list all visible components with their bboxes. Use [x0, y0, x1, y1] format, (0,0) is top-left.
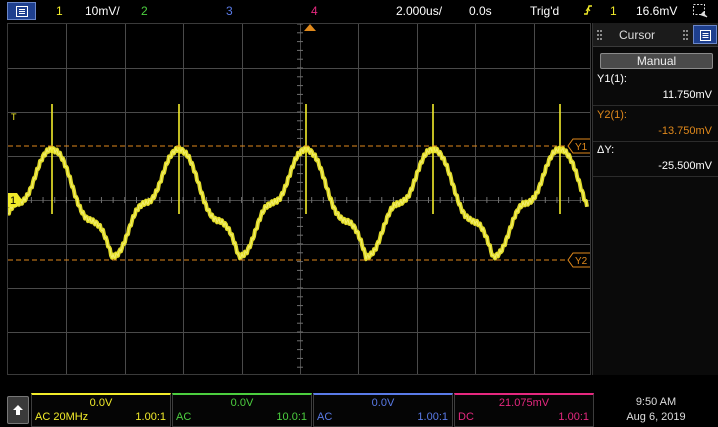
- trigger-source[interactable]: 1: [610, 4, 617, 18]
- timebase-scale[interactable]: 2.000us/: [396, 4, 443, 18]
- ch2-coupling: AC: [176, 411, 192, 423]
- arrow-up-icon: [13, 405, 23, 415]
- delta-y-value: -25.500mV: [658, 160, 712, 172]
- ch4-offset: 21.075mV: [498, 397, 550, 409]
- ch1-scale[interactable]: 10mV/: [85, 4, 120, 18]
- waveform-graticule: 1 T Y1 Y2: [8, 24, 591, 374]
- menu-icon: [16, 6, 28, 17]
- ch4-indicator[interactable]: 4: [311, 4, 318, 18]
- clock-date: Aug 6, 2019: [626, 411, 686, 423]
- cursor-panel-menu-button[interactable]: [693, 25, 717, 44]
- cursor-panel: Cursor Manual Y1(1): 11.750mV Y2(1): -13…: [592, 23, 718, 375]
- cursor-y1-label: Y1: [575, 142, 588, 153]
- drag-grip-icon[interactable]: [597, 30, 603, 40]
- cursor-y2-tag[interactable]: [567, 252, 591, 268]
- rising-edge-icon[interactable]: [583, 3, 593, 20]
- ch2-probe: 10.0:1: [276, 411, 307, 423]
- ch2-offset: 0.0V: [230, 397, 254, 409]
- trigger-level-marker[interactable]: T: [11, 112, 17, 122]
- menu-icon: [700, 30, 711, 41]
- ch1-coupling: AC 20MHz: [35, 411, 89, 423]
- ch3-coupling: AC: [317, 411, 333, 423]
- ch1-ground-label: 1: [10, 195, 16, 207]
- ch3-offset: 0.0V: [371, 397, 395, 409]
- cursor-mode-button[interactable]: Manual: [600, 53, 713, 69]
- ch1-trace-core: [8, 145, 588, 260]
- ch2-indicator[interactable]: 2: [141, 4, 148, 18]
- cursor-y2-label: Y2: [575, 256, 588, 267]
- ch1-ground-marker[interactable]: [8, 193, 22, 207]
- clock-time: 9:50 AM: [635, 396, 677, 408]
- cursor-panel-title: Cursor: [619, 28, 656, 42]
- status-bar: 1 10mV/ 2 3 4 2.000us/ 0.0s Trig'd 1 16.…: [0, 0, 718, 23]
- drag-grip-icon[interactable]: [683, 30, 689, 40]
- ch4-coupling: DC: [458, 411, 474, 423]
- y2-value: -13.750mV: [658, 125, 712, 137]
- channel-bar: 0.0V AC 20MHz 1.00:1 0.0V AC 10.0:1 0.0V…: [0, 375, 718, 427]
- y1-label: Y1(1):: [597, 73, 627, 85]
- ch4-probe: 1.00:1: [558, 411, 589, 423]
- waveform-display[interactable]: 1 T Y1 Y2: [7, 23, 591, 375]
- delta-y-label: ΔY:: [597, 144, 615, 156]
- ch3-indicator[interactable]: 3: [226, 4, 233, 18]
- ch1-offset: 0.0V: [89, 397, 113, 409]
- horizontal-delay[interactable]: 0.0s: [469, 4, 492, 18]
- ch1-trace: [8, 144, 589, 262]
- ch3-probe: 1.00:1: [417, 411, 448, 423]
- ch2-settings[interactable]: 0.0V AC 10.0:1: [172, 393, 312, 427]
- ch3-settings[interactable]: 0.0V AC 1.00:1: [313, 393, 453, 427]
- ch1-indicator[interactable]: 1: [56, 4, 63, 18]
- divider: [593, 176, 718, 177]
- divider: [593, 105, 718, 106]
- scroll-up-button[interactable]: [7, 396, 29, 424]
- trigger-level[interactable]: 16.6mV: [636, 4, 678, 18]
- clock: 9:50 AM Aug 6, 2019: [600, 395, 712, 425]
- trigger-status: Trig'd: [530, 4, 560, 18]
- cursor-y1-tag[interactable]: [567, 138, 591, 154]
- divider: [593, 141, 718, 142]
- graticule-center-ticks: [8, 24, 581, 368]
- main-menu-button[interactable]: [7, 2, 36, 20]
- y1-value: 11.750mV: [662, 89, 712, 101]
- ch1-spikes: [51, 104, 561, 214]
- ch4-settings[interactable]: 21.075mV DC 1.00:1: [454, 393, 594, 427]
- ch1-probe: 1.00:1: [135, 411, 166, 423]
- ch1-settings[interactable]: 0.0V AC 20MHz 1.00:1: [31, 393, 171, 427]
- y2-label: Y2(1):: [597, 109, 627, 121]
- acquisition-icon[interactable]: [692, 3, 708, 21]
- trigger-position-marker[interactable]: [304, 24, 316, 31]
- cursor-panel-header[interactable]: Cursor: [593, 23, 718, 47]
